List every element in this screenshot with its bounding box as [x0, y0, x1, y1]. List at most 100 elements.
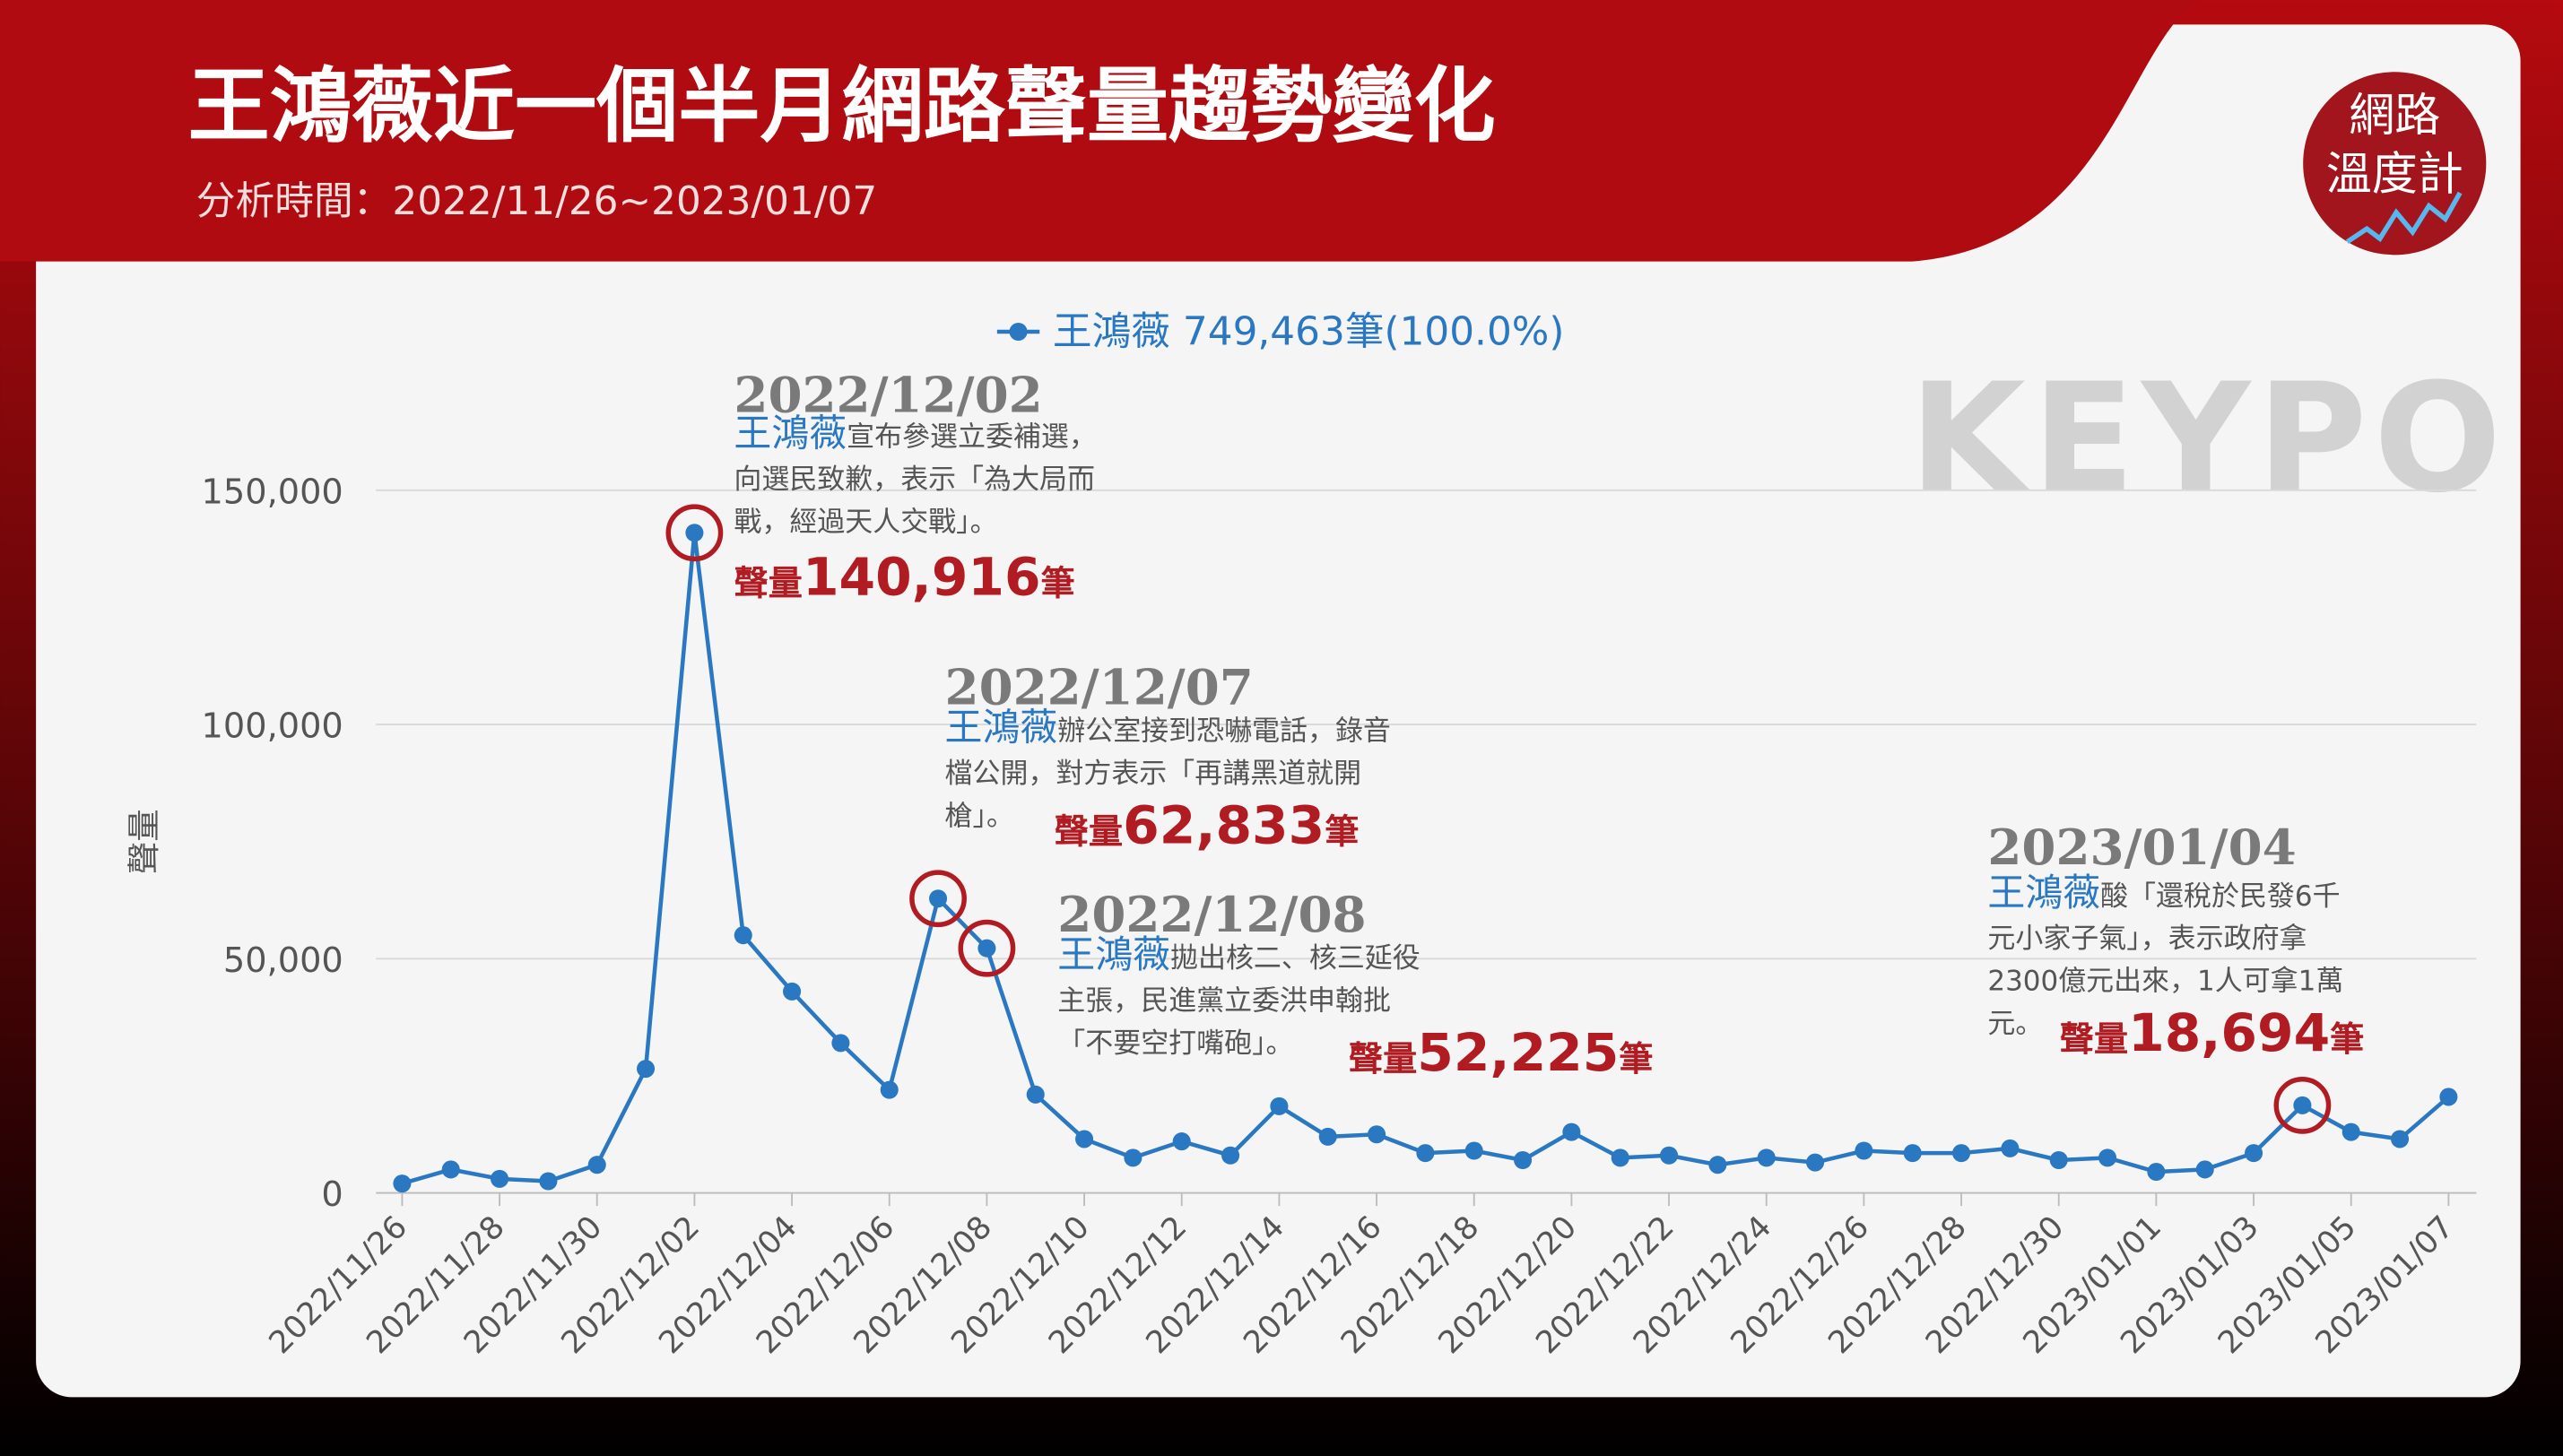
- data-point: [2195, 1160, 2214, 1179]
- data-point: [1660, 1146, 1679, 1165]
- y-axis-title: 聲量: [125, 809, 163, 874]
- data-point: [1464, 1141, 1483, 1160]
- value-suffix: 筆: [1619, 1039, 1653, 1079]
- annotation-text: 主張，民進黨立委洪申翰批: [1057, 984, 1391, 1017]
- data-point: [2341, 1122, 2360, 1141]
- data-point: [977, 939, 996, 958]
- data-point: [1172, 1132, 1191, 1151]
- data-point: [1124, 1148, 1142, 1167]
- data-point: [587, 1156, 606, 1174]
- data-point: [2147, 1163, 2166, 1182]
- annotation-name: 王鴻薇: [1057, 932, 1170, 976]
- annotation-line: 向選民致歉，表示「為大局而: [734, 464, 1095, 496]
- logo-text: 網路: [2349, 90, 2440, 143]
- annotation-text: 酸「還稅於民發6千: [2100, 880, 2340, 913]
- annotation-value: 聲量52,225筆: [1349, 1022, 1654, 1083]
- value-label: 52,225: [1417, 1022, 1619, 1083]
- legend-label: 王鴻薇 749,463筆(100.0%): [1053, 309, 1565, 355]
- data-point: [2001, 1139, 2020, 1157]
- annotation-text: 2300億元出來，1人可拿1萬: [1987, 966, 2343, 998]
- highlight-ring: [958, 919, 1016, 977]
- data-point: [880, 1080, 899, 1099]
- annotation-text: 拋出核二、核三延役: [1170, 942, 1421, 975]
- y-tick-label: 50,000: [223, 940, 343, 981]
- annotation-date: 2022/12/02: [734, 366, 1042, 423]
- data-point: [441, 1160, 460, 1179]
- value-prefix: 聲量: [1349, 1039, 1418, 1079]
- data-point: [637, 1060, 656, 1079]
- subtitle: 分析時間：2022/11/26~2023/01/07: [196, 178, 877, 224]
- annotation-text: 宣布參選立委補選，: [847, 421, 1097, 454]
- annotation-line: 王鴻薇辦公室接到恐嚇電話，錄音: [945, 706, 1391, 750]
- data-point: [1952, 1144, 1971, 1163]
- annotation-date: 2022/12/07: [945, 659, 1254, 716]
- annotation-text: 元小家子氣」，表示政府拿: [1987, 923, 2307, 955]
- y-tick-label: 100,000: [202, 706, 343, 747]
- data-point: [1708, 1156, 1727, 1174]
- data-point: [831, 1034, 850, 1053]
- value-suffix: 筆: [1325, 811, 1359, 852]
- value-prefix: 聲量: [2060, 1019, 2129, 1060]
- annotation-name: 王鴻薇: [734, 412, 847, 455]
- highlight-ring: [665, 504, 724, 562]
- value-suffix: 筆: [1041, 563, 1075, 603]
- data-point: [1562, 1122, 1581, 1141]
- annotation-text: 戰，經過天人交戰」。: [734, 506, 997, 538]
- data-point: [1270, 1096, 1289, 1115]
- data-point: [393, 1174, 412, 1193]
- value-suffix: 筆: [2330, 1019, 2364, 1060]
- data-point: [734, 926, 752, 945]
- annotation-line: 槍」。: [945, 800, 1014, 832]
- data-point: [2098, 1148, 2117, 1167]
- data-point: [685, 524, 704, 542]
- data-point: [2049, 1150, 2068, 1169]
- data-point: [929, 889, 948, 908]
- annotation-line: 戰，經過天人交戰」。: [734, 506, 997, 538]
- annotation-date: 2022/12/08: [1057, 886, 1366, 943]
- header-band: [0, 0, 2199, 262]
- value-label: 140,916: [803, 546, 1041, 607]
- data-point: [1221, 1146, 1240, 1165]
- annotation-line: 元。: [1987, 1008, 2043, 1040]
- data-point: [1806, 1153, 1825, 1172]
- data-point: [1611, 1148, 1629, 1167]
- annotation-text: 元。: [1987, 1008, 2043, 1040]
- annotation-text: 辦公室接到恐嚇電話，錄音: [1057, 715, 1391, 748]
- annotation-line: 2300億元出來，1人可拿1萬: [1987, 966, 2343, 998]
- data-point: [1075, 1130, 1094, 1148]
- data-point: [1903, 1144, 1922, 1163]
- data-point: [539, 1172, 558, 1191]
- data-point: [1026, 1085, 1045, 1104]
- annotation-line: 「不要空打嘴砲」。: [1057, 1027, 1293, 1060]
- annotation-line: 元小家子氣」，表示政府拿: [1987, 923, 2307, 955]
- logo-wave: [2345, 191, 2463, 245]
- annotation-line: 王鴻薇拋出核二、核三延役: [1057, 932, 1420, 976]
- annotation-line: 檔公開，對方表示「再講黑道就開: [945, 758, 1362, 790]
- annotation-value: 聲量18,694筆: [2060, 1002, 2365, 1063]
- data-point: [1514, 1150, 1533, 1169]
- data-point: [1416, 1144, 1435, 1163]
- title: 王鴻薇近一個半月網路聲量趨勢變化: [188, 58, 1496, 153]
- legend-marker: [1009, 322, 1028, 342]
- data-point: [1757, 1148, 1776, 1167]
- data-point: [783, 982, 802, 1001]
- annotation-name: 王鴻薇: [1987, 871, 2100, 914]
- highlight-ring: [2273, 1076, 2332, 1134]
- logo-text: 溫度計: [2326, 148, 2463, 201]
- annotation-name: 王鴻薇: [945, 706, 1058, 750]
- logo-circle: [2303, 72, 2487, 256]
- y-tick-label: 0: [321, 1174, 343, 1215]
- y-tick-label: 150,000: [202, 472, 343, 512]
- annotation-text: 「不要空打嘴砲」。: [1057, 1027, 1293, 1060]
- value-label: 18,694: [2128, 1002, 2330, 1063]
- data-point: [1368, 1125, 1386, 1144]
- annotation-line: 王鴻薇宣布參選立委補選，: [734, 412, 1096, 455]
- data-point: [2245, 1144, 2263, 1163]
- annotation-value: 聲量140,916筆: [734, 546, 1074, 607]
- highlight-ring: [909, 870, 967, 928]
- data-point: [1855, 1141, 1873, 1160]
- value-prefix: 聲量: [1055, 811, 1124, 852]
- annotation-text: 槍」。: [945, 800, 1014, 832]
- data-point: [2439, 1088, 2458, 1106]
